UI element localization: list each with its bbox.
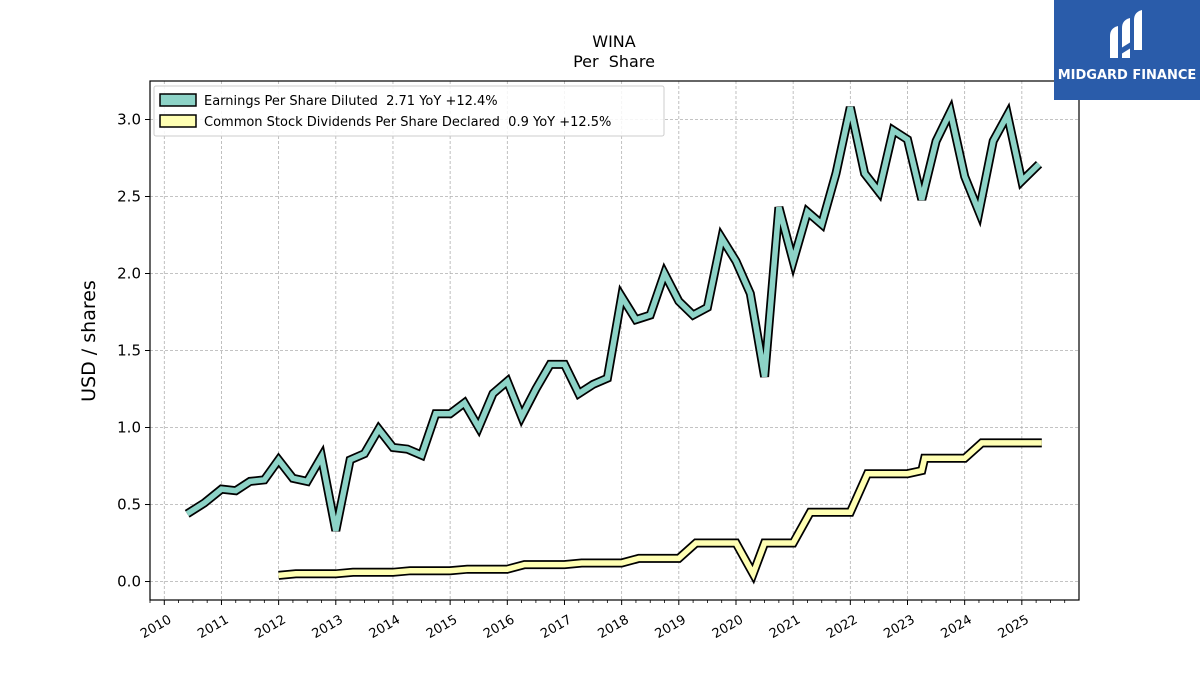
x-tick-label: 2010 (138, 612, 174, 642)
x-tick-label: 2017 (538, 612, 574, 642)
midgard-logo-icon (1110, 10, 1142, 58)
x-tick-label: 2011 (195, 612, 231, 642)
legend: Earnings Per Share Diluted 2.71 YoY +12.… (153, 85, 665, 137)
legend-label-eps: Earnings Per Share Diluted 2.71 YoY +12.… (204, 94, 498, 109)
y-axis-label: USD / shares (78, 280, 100, 402)
y-tick-label: 2.0 (117, 265, 141, 283)
legend-box (153, 85, 665, 137)
x-tick-label: 2016 (481, 612, 517, 642)
y-tick-label: 1.0 (117, 419, 141, 437)
chart-title: WINA (592, 32, 636, 51)
logo-text: MIDGARD FINANCE (1057, 68, 1197, 83)
x-tick-label: 2019 (653, 612, 689, 642)
series-line-0 (185, 103, 1041, 532)
x-tick-label: 2018 (595, 612, 631, 642)
chart-subtitle: Per Share (573, 52, 655, 71)
y-tick-label: 0.0 (117, 573, 141, 591)
y-tick-label: 2.5 (117, 188, 141, 206)
series-layer (184, 98, 1043, 585)
x-tick-label: 2015 (424, 612, 460, 642)
legend-label-dividends: Common Stock Dividends Per Share Declare… (204, 115, 611, 130)
x-tick-label: 2023 (881, 612, 917, 642)
legend-swatch-eps (159, 93, 197, 107)
y-axis: 0.0 0.5 1.0 1.5 2.0 2.5 3.0 (117, 111, 150, 591)
y-tick-label: 1.5 (117, 342, 141, 360)
legend-swatch-dividends (159, 114, 197, 128)
y-tick-label: 0.5 (117, 496, 141, 514)
x-axis: 2010 2011 2012 2013 2014 2015 2016 2017 2018 2019… (138, 600, 1066, 642)
x-tick-label: 2021 (767, 612, 803, 642)
x-tick-label: 2024 (939, 612, 975, 642)
midgard-finance-logo: MIDGARD FINANCE (1054, 0, 1200, 100)
x-tick-label: 2025 (996, 612, 1032, 642)
x-tick-label: 2022 (824, 612, 860, 642)
y-tick-label: 3.0 (117, 111, 141, 129)
x-tick-label: 2012 (252, 612, 288, 642)
series-line-1 (278, 440, 1042, 581)
plot-frame (149, 80, 1080, 601)
x-tick-label: 2020 (710, 612, 746, 642)
x-tick-label: 2013 (310, 612, 346, 642)
x-tick-label: 2014 (367, 612, 403, 642)
